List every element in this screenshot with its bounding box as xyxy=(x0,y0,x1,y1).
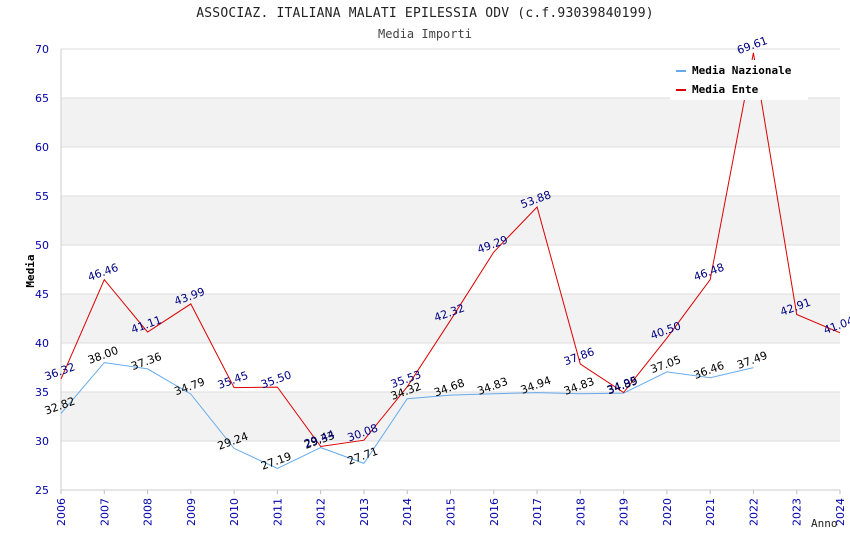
x-tick-label: 2014 xyxy=(401,498,414,526)
x-tick-label: 2010 xyxy=(228,498,241,526)
x-tick-label: 2011 xyxy=(271,498,284,526)
data-label-nazionale: 27.19 xyxy=(259,450,293,473)
series-line-media-nazionale xyxy=(60,362,754,470)
x-axis-label: Anno xyxy=(811,517,838,530)
data-label-ente: 35.45 xyxy=(216,369,250,392)
y-tick-label: 30 xyxy=(35,435,49,448)
x-tick-label: 2013 xyxy=(358,498,371,526)
y-tick-label: 55 xyxy=(35,190,49,203)
data-label-ente: 46.48 xyxy=(692,261,726,284)
y-tick-label: 40 xyxy=(35,337,49,350)
series-line-media-ente xyxy=(60,52,841,448)
y-tick-label: 45 xyxy=(35,288,49,301)
x-tick-label: 2019 xyxy=(618,498,631,526)
y-tick-label: 65 xyxy=(35,92,49,105)
data-label-ente: 37.86 xyxy=(562,345,596,368)
legend-label-nazionale: Media Nazionale xyxy=(692,64,792,77)
grid-band xyxy=(61,98,840,147)
legend: Media Nazionale Media Ente xyxy=(670,60,808,100)
data-label-nazionale: 37.36 xyxy=(129,350,163,373)
y-tick-labels: 25 30 35 40 45 50 55 60 65 70 xyxy=(35,43,49,497)
y-tick-label: 70 xyxy=(35,43,49,56)
axes xyxy=(60,49,841,494)
x-tick-labels: 2006 2007 2008 2009 2010 2011 2012 2013 2014 2015… xyxy=(55,498,847,526)
chart-subtitle: Media Importi xyxy=(378,27,472,41)
x-tick-label: 2015 xyxy=(445,498,458,526)
x-tick-label: 2022 xyxy=(747,498,760,526)
x-tick-label: 2023 xyxy=(791,498,804,526)
y-tick-label: 60 xyxy=(35,141,49,154)
x-tick-label: 2017 xyxy=(531,498,544,526)
x-tick-label: 2006 xyxy=(55,498,68,526)
data-label-ente: 46.46 xyxy=(86,261,120,284)
data-label-ente: 36.32 xyxy=(43,360,77,383)
x-tick-label: 2012 xyxy=(315,498,328,526)
legend-label-ente: Media Ente xyxy=(692,83,759,96)
background-bands xyxy=(61,98,840,441)
x-tick-label: 2009 xyxy=(185,498,198,526)
legend-item-nazionale: Media Nazionale xyxy=(676,64,791,78)
legend-item-ente: Media Ente xyxy=(676,83,758,97)
x-tick-label: 2020 xyxy=(661,498,674,526)
legend-swatch-ente xyxy=(676,89,686,91)
x-tick-label: 2008 xyxy=(142,498,155,526)
x-tick-label: 2021 xyxy=(704,498,717,526)
y-axis-label: Media xyxy=(24,254,37,287)
x-tick-label: 2024 xyxy=(834,498,847,526)
data-label-nazionale: 36.46 xyxy=(692,359,726,382)
grid-band xyxy=(61,392,840,441)
y-tick-label: 35 xyxy=(35,386,49,399)
data-label-ente: 35.50 xyxy=(259,368,293,391)
x-tick-label: 2016 xyxy=(488,498,501,526)
x-tick-label: 2018 xyxy=(574,498,587,526)
x-tick-label: 2007 xyxy=(98,498,111,526)
legend-swatch-nazionale xyxy=(676,70,686,72)
chart-title: ASSOCIAZ. ITALIANA MALATI EPILESSIA ODV … xyxy=(196,6,654,21)
y-tick-label: 25 xyxy=(35,484,49,497)
grid-band xyxy=(61,196,840,245)
data-label-nazionale: 27.71 xyxy=(346,445,380,468)
y-tick-label: 50 xyxy=(35,239,49,252)
series-lines xyxy=(60,52,841,470)
grid-band xyxy=(61,294,840,343)
